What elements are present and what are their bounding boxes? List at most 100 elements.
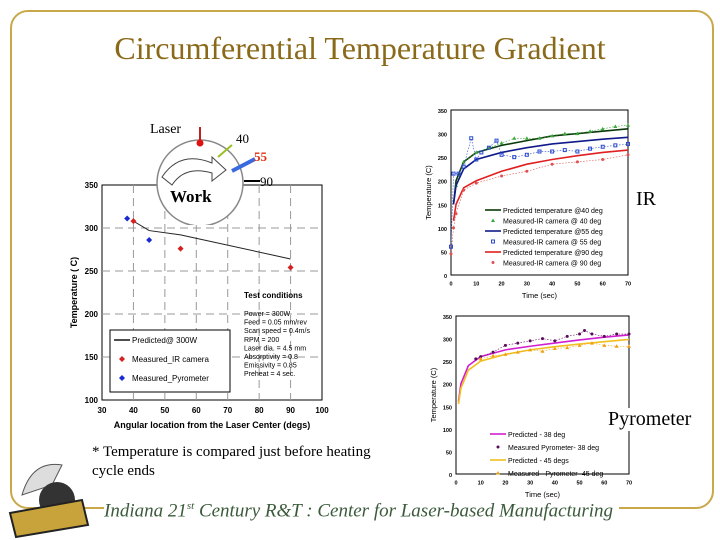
legend-label: Predicted - 38 deg — [508, 432, 565, 439]
data-point — [626, 153, 630, 157]
legend-swatch — [119, 356, 125, 362]
data-point — [456, 171, 461, 176]
data-point — [512, 155, 517, 160]
data-point — [452, 226, 456, 230]
work-diagram: Laser Work 40 55 90 — [150, 122, 273, 225]
data-point — [541, 337, 544, 341]
data-point — [177, 245, 184, 252]
data-point — [627, 344, 631, 348]
data-point — [613, 124, 618, 128]
legend-swatch — [496, 445, 500, 449]
legend-label: Predicted temperature @40 deg — [503, 208, 603, 215]
series-line — [452, 136, 629, 205]
data-point — [562, 131, 567, 136]
legend-label: Measured-IR camera @ 55 deg — [503, 240, 601, 247]
series-line — [133, 220, 291, 260]
data-point — [474, 181, 478, 185]
data-point — [528, 347, 533, 352]
data-point — [627, 332, 631, 336]
y-tick-label: 50 — [441, 250, 447, 256]
data-point — [575, 160, 579, 164]
data-point — [479, 355, 483, 359]
data-point — [583, 328, 587, 332]
data-point — [562, 148, 567, 153]
annotation-title: Test conditions — [244, 291, 303, 300]
y-tick-label: 250 — [85, 267, 99, 276]
x-tick-label: 30 — [524, 282, 530, 288]
data-point — [491, 353, 496, 358]
legend-label: Measured-IR camera @ 40 deg — [503, 219, 601, 226]
x-tick-label: 60 — [192, 406, 201, 415]
annotation-line: Absorptivity = 0.8 — [244, 354, 298, 361]
data-point — [550, 162, 554, 166]
x-tick-label: 20 — [499, 282, 505, 288]
data-point — [449, 252, 453, 256]
x-tick-label: 40 — [129, 406, 138, 415]
laser-spot — [196, 139, 204, 147]
y-tick-label: 150 — [85, 353, 99, 362]
data-point — [469, 136, 474, 141]
data-point — [601, 158, 605, 161]
y-tick-label: 350 — [443, 315, 452, 321]
ir-chart: 0 50 100 150 200 250 300 350 0 10 20 30 40 50 60 70 Time… — [424, 109, 631, 300]
y-tick-label: 100 — [443, 428, 452, 434]
y-tick-label: 300 — [443, 338, 452, 344]
footer-sup: st — [186, 500, 195, 512]
data-point — [524, 136, 529, 140]
data-point — [588, 146, 593, 151]
x-tick-label: 10 — [478, 481, 484, 487]
x-tick-label: 0 — [454, 481, 457, 487]
data-point — [540, 349, 545, 353]
angle-40-label: 40 — [236, 131, 249, 146]
pyrometer-chart: 0 50 100 150 200 250 300 350 0 10 20 30 40 50 60 70 Time… — [429, 315, 632, 499]
y-axis-label: Temperature ( C) — [69, 257, 79, 328]
data-point — [512, 136, 517, 140]
annotation-line: Feed = 0.05 mm/rev — [244, 320, 307, 327]
data-point — [550, 149, 555, 154]
y-tick-label: 200 — [85, 310, 99, 319]
x-tick-label: 20 — [502, 481, 508, 487]
x-tick-label: 70 — [223, 406, 232, 415]
legend-label: Measured Pyrometer- 38 deg — [508, 445, 599, 452]
data-point — [479, 150, 484, 155]
legend-label: Measured - Pyrometer -45 deg — [508, 471, 603, 478]
x-axis-label: Time (sec) — [525, 490, 561, 499]
data-point — [589, 341, 594, 345]
data-point — [577, 343, 582, 347]
y-tick-label: 0 — [444, 274, 447, 280]
data-point — [602, 334, 606, 338]
footer-text-rest: Century R&T : Center for Laser-based Man… — [194, 500, 614, 522]
legend-swatch — [491, 239, 495, 244]
footer-text: Indiana 21 — [104, 500, 187, 522]
series-line — [457, 334, 630, 402]
y-axis-label: Temperature (C) — [429, 367, 438, 422]
data-point — [528, 339, 532, 343]
data-point — [516, 341, 520, 345]
legend-label: Predicted - 45 degs — [508, 458, 569, 465]
y-tick-label: 50 — [446, 450, 452, 456]
data-point — [565, 345, 570, 350]
data-point — [451, 171, 456, 176]
series-trace — [450, 138, 629, 247]
annotation-line: RPM = 200 — [244, 337, 279, 344]
data-point — [578, 332, 582, 336]
ir-label: IR — [636, 188, 656, 211]
data-point — [503, 352, 508, 356]
x-tick-label: 40 — [552, 481, 558, 487]
y-tick-label: 350 — [85, 181, 99, 190]
y-tick-label: 300 — [85, 224, 99, 233]
data-point — [524, 152, 529, 157]
data-point — [600, 126, 605, 131]
x-tick-label: 50 — [574, 282, 580, 288]
data-point — [287, 264, 294, 271]
footnote: * Temperature is compared just before he… — [92, 444, 371, 479]
data-point — [503, 343, 507, 347]
data-point — [461, 164, 466, 169]
legend-label: Predicted temperature @55 deg — [503, 229, 603, 236]
data-point — [575, 149, 580, 154]
slide-title: Circumferential Temperature Gradient — [114, 30, 606, 66]
data-point — [614, 344, 619, 348]
annotation-line: Preheat = 4 sec. — [244, 371, 295, 378]
x-tick-label: 60 — [600, 282, 606, 288]
data-point — [499, 141, 504, 145]
